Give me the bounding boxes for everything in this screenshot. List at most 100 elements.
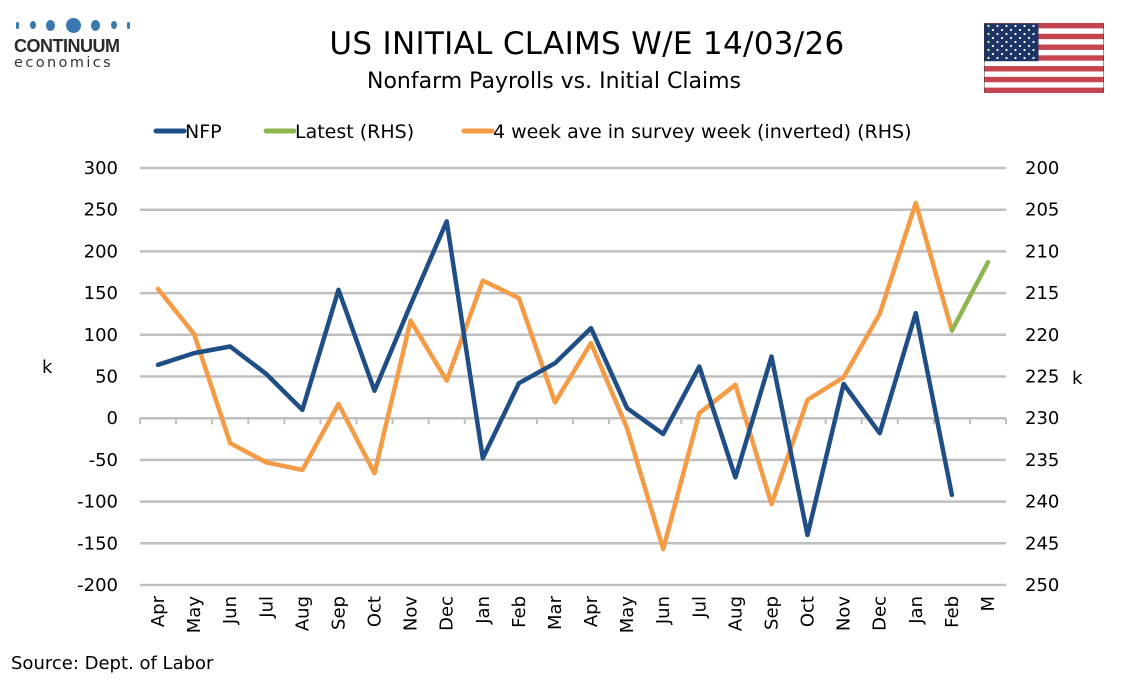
flag-star bbox=[1032, 40, 1035, 44]
y-axis-right: 200 205 210 215 220 225 230 235 240 245 250 bbox=[1025, 158, 1059, 596]
y-tick-label: -200 bbox=[77, 575, 118, 596]
y-tick-label: -50 bbox=[89, 450, 118, 471]
x-tick-label: Feb bbox=[942, 596, 963, 628]
flag-star bbox=[1027, 36, 1031, 40]
flag-star bbox=[1005, 40, 1008, 44]
flag-star bbox=[987, 32, 990, 36]
x-tick-label: Jan bbox=[473, 596, 494, 625]
y2-tick-label: 220 bbox=[1025, 325, 1059, 346]
y2-tick-label: 210 bbox=[1025, 241, 1059, 262]
logo-subtitle: economics bbox=[14, 55, 114, 71]
flag-star bbox=[1014, 24, 1017, 28]
x-tick-label: Jun bbox=[220, 596, 241, 625]
x-tick-label: Apr bbox=[581, 595, 602, 627]
flag-stripe bbox=[984, 66, 1104, 72]
flag-star bbox=[1014, 56, 1017, 60]
y2-tick-label: 230 bbox=[1025, 408, 1059, 429]
y2-axis-label: k bbox=[1072, 368, 1083, 389]
y2-tick-label: 225 bbox=[1025, 367, 1059, 388]
y2-tick-label: 240 bbox=[1025, 492, 1059, 513]
flag-star bbox=[987, 56, 990, 60]
flag-star bbox=[1005, 32, 1008, 36]
x-tick-label: Dec bbox=[437, 596, 458, 631]
flag-star bbox=[1027, 52, 1031, 56]
source-note: Source: Dept. of Labor bbox=[11, 653, 214, 674]
flag-star bbox=[1032, 32, 1035, 36]
flag-star bbox=[1000, 52, 1004, 56]
flag-star bbox=[996, 48, 999, 52]
flag-star bbox=[1000, 36, 1004, 40]
y-tick-label: 0 bbox=[107, 408, 118, 429]
x-tick-label: Aug bbox=[292, 596, 313, 631]
us-flag-icon bbox=[984, 23, 1104, 93]
flag-star bbox=[1032, 48, 1035, 52]
flag-star bbox=[1014, 40, 1017, 44]
flag-stripe bbox=[984, 76, 1104, 83]
legend: NFP Latest (RHS) 4 week ave in survey week… bbox=[153, 121, 912, 143]
nfp-line bbox=[155, 219, 955, 538]
flag-star bbox=[1009, 52, 1013, 56]
flag-star bbox=[1023, 48, 1026, 52]
flag-star bbox=[1018, 28, 1022, 32]
x-axis: Apr May Jun Jul Aug Sep Oct Nov Dec Jan Feb Mar Apr M… bbox=[139, 416, 1007, 634]
y-tick-label: 100 bbox=[84, 325, 118, 346]
flag-star bbox=[996, 32, 999, 36]
flag-star bbox=[1005, 48, 1008, 52]
y-axis-left: 300 250 200 150 100 50 0 -50 -100 -150 -200 bbox=[77, 158, 118, 596]
y2-tick-label: 245 bbox=[1025, 533, 1059, 554]
flag-star bbox=[1018, 44, 1022, 48]
x-tick-label: Sep bbox=[761, 596, 782, 630]
y-tick-label: 150 bbox=[84, 283, 118, 304]
flag-star bbox=[1023, 40, 1026, 44]
flag-star bbox=[1027, 28, 1031, 32]
legend-label: Latest (RHS) bbox=[295, 121, 414, 143]
x-tick-label: May bbox=[617, 596, 638, 634]
flag-star bbox=[1005, 56, 1008, 60]
flag-star bbox=[1014, 32, 1017, 36]
flag-star bbox=[987, 48, 990, 52]
x-tick-label: Nov bbox=[834, 596, 855, 631]
flag-star bbox=[1032, 56, 1035, 60]
flag-star bbox=[1023, 56, 1026, 60]
flag-star bbox=[1005, 24, 1008, 28]
chart-subtitle: Nonfarm Payrolls vs. Initial Claims bbox=[367, 69, 741, 94]
flag-star bbox=[991, 36, 995, 40]
y-tick-label: 300 bbox=[84, 158, 118, 179]
flag-stripe bbox=[984, 55, 1104, 61]
x-tick-label: M bbox=[978, 596, 999, 612]
flag-stripe bbox=[984, 87, 1104, 93]
legend-label: NFP bbox=[185, 121, 222, 143]
continuum-logo: CONTINUUM economics bbox=[14, 14, 132, 72]
x-tick-label: Jul bbox=[256, 596, 277, 619]
x-tick-label: Aug bbox=[725, 596, 746, 631]
y-tick-label: 50 bbox=[95, 367, 118, 388]
latest-line bbox=[949, 259, 991, 333]
flag-star bbox=[987, 24, 990, 28]
series-lines bbox=[155, 200, 991, 552]
flag-stripe bbox=[984, 23, 1104, 29]
x-tick-label: Jun bbox=[653, 596, 674, 625]
x-tick-label: Oct bbox=[798, 596, 819, 627]
flag-star bbox=[1009, 44, 1013, 48]
x-tick-label: Dec bbox=[870, 596, 891, 631]
x-tick-label: Apr bbox=[148, 595, 169, 627]
y2-tick-label: 205 bbox=[1025, 200, 1059, 221]
legend-label: 4 week ave in survey week (inverted) (RH… bbox=[493, 121, 912, 143]
x-tick-label: Jan bbox=[906, 596, 927, 625]
flag-star bbox=[1018, 36, 1022, 40]
x-tick-label: Nov bbox=[401, 596, 422, 631]
flag-star bbox=[996, 56, 999, 60]
flag-star bbox=[1009, 36, 1013, 40]
y2-tick-label: 215 bbox=[1025, 283, 1059, 304]
x-tick-label: May bbox=[184, 596, 205, 634]
x-tick-label: Sep bbox=[328, 596, 349, 630]
flag-stripe bbox=[984, 33, 1104, 40]
flag-star bbox=[1032, 24, 1035, 28]
flag-star bbox=[996, 24, 999, 28]
y-tick-label: -150 bbox=[77, 533, 118, 554]
x-tick-label: Mar bbox=[545, 595, 566, 630]
logo-dots-icon bbox=[14, 14, 132, 36]
y-axis-label: k bbox=[42, 357, 53, 378]
logo-name: CONTINUUM bbox=[14, 36, 120, 56]
